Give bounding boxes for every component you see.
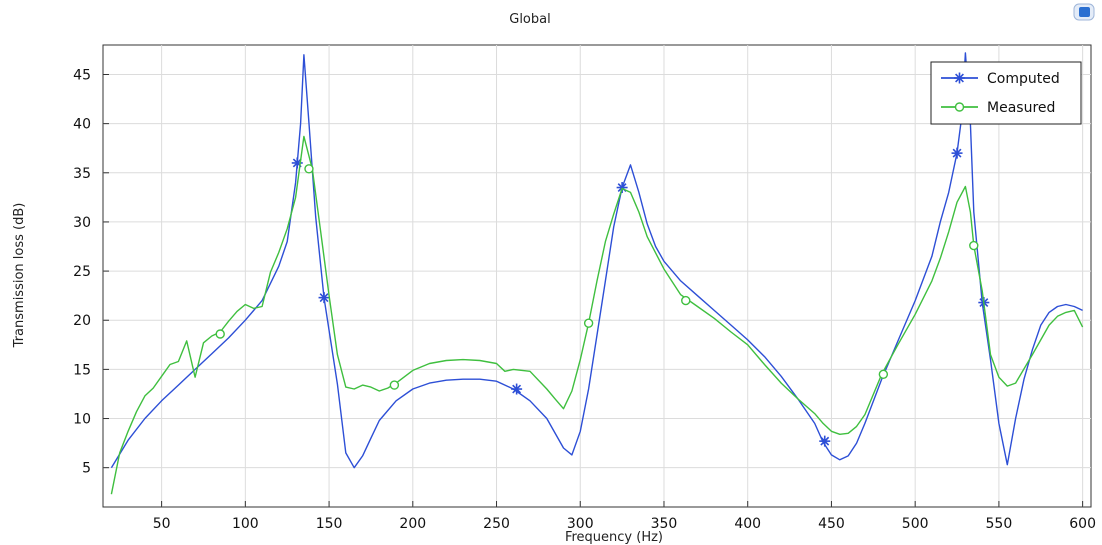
data-point xyxy=(616,182,628,194)
data-point xyxy=(304,164,314,174)
legend-entry: Computed xyxy=(941,71,1060,87)
series-line xyxy=(110,135,1084,495)
data-point xyxy=(969,240,979,251)
x-tick-label: 550 xyxy=(986,516,1013,532)
y-tick-label: 10 xyxy=(73,412,91,428)
y-axis-label: Transmission loss (dB) xyxy=(12,203,27,349)
y-tick-label: 30 xyxy=(73,215,91,231)
series-measured xyxy=(110,135,1084,495)
data-point xyxy=(951,147,963,159)
data-point xyxy=(318,292,330,304)
data-point xyxy=(681,295,691,306)
legend-marker xyxy=(954,102,965,112)
y-tick-label: 5 xyxy=(82,461,91,477)
legend-entry: Measured xyxy=(941,100,1055,116)
data-point xyxy=(819,435,831,447)
y-tick-label: 40 xyxy=(73,117,91,133)
y-tick-label: 45 xyxy=(73,67,91,83)
legend-label: Measured xyxy=(987,100,1055,116)
data-point xyxy=(389,380,400,390)
x-tick-label: 400 xyxy=(734,516,761,532)
chart-title: Global xyxy=(509,12,550,27)
data-point xyxy=(878,369,889,379)
comsol-plot-icon xyxy=(1079,7,1090,17)
y-tick-label: 35 xyxy=(73,166,91,182)
y-tick-label: 15 xyxy=(73,362,91,378)
x-tick-label: 50 xyxy=(153,516,171,532)
x-tick-label: 150 xyxy=(316,516,343,532)
legend-marker xyxy=(954,72,965,84)
x-tick-label: 600 xyxy=(1069,516,1096,532)
x-tick-label: 300 xyxy=(567,516,594,532)
legend: Computed Measured xyxy=(930,61,1082,125)
x-tick-label: 200 xyxy=(399,516,426,532)
x-tick-label: 250 xyxy=(483,516,510,532)
x-axis: 50 100 150 200 250 300 350 400 450 500 550 600 xyxy=(153,501,1096,532)
x-tick-label: 100 xyxy=(232,516,259,532)
x-axis-label: Frequency (Hz) xyxy=(565,530,663,545)
x-tick-label: 450 xyxy=(818,516,845,532)
legend-label: Computed xyxy=(987,71,1060,87)
data-point xyxy=(511,383,523,395)
data-point xyxy=(583,318,594,328)
legend-box xyxy=(930,61,1082,125)
plot-area xyxy=(102,44,1092,508)
data-point xyxy=(215,329,225,339)
x-tick-label: 350 xyxy=(651,516,678,532)
y-tick-label: 20 xyxy=(73,313,91,329)
y-axis: 5 10 15 20 25 30 35 40 45 xyxy=(73,67,109,477)
x-tick-label: 500 xyxy=(902,516,929,532)
corner-icon[interactable] xyxy=(1073,3,1095,21)
y-tick-label: 25 xyxy=(73,264,91,280)
